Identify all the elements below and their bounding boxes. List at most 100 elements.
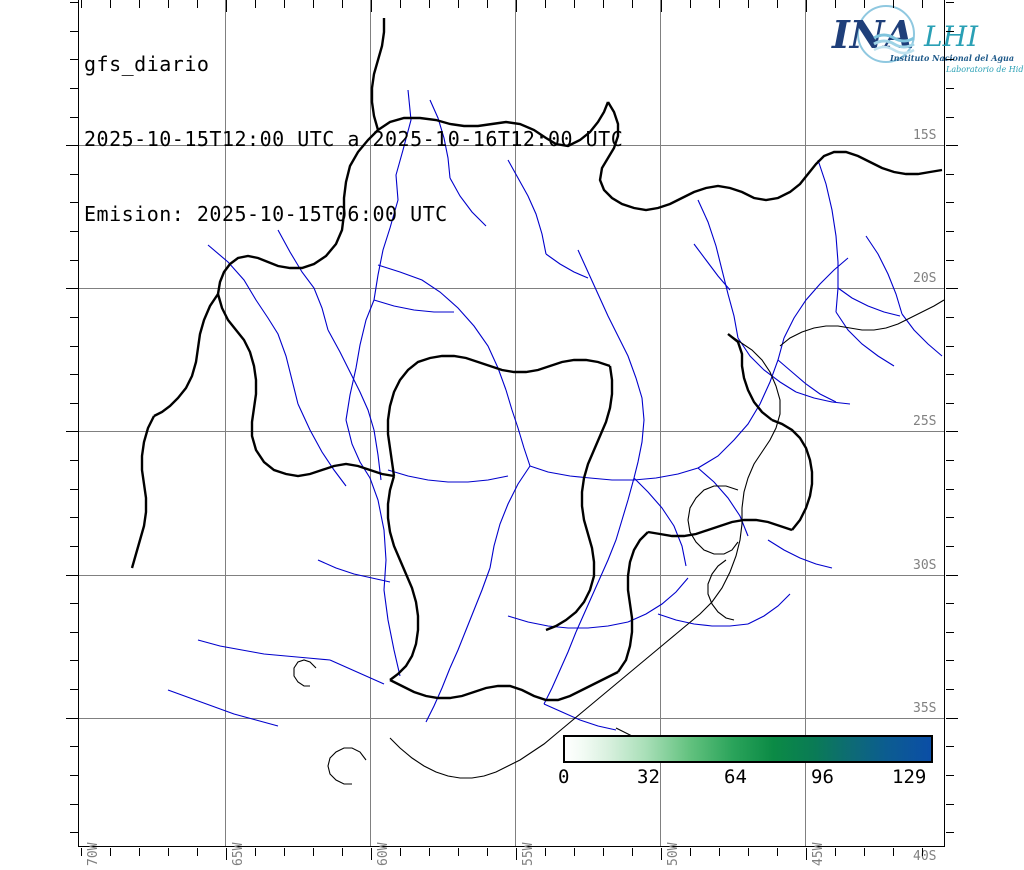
lon-tick [313, 848, 314, 856]
logo-subtitle-ina: Instituto Nacional del Agua [889, 53, 1014, 63]
lat-tick [66, 288, 78, 289]
lat-tick-right [946, 231, 954, 232]
lat-tick-right [946, 59, 954, 60]
lon-label-70W: 70W [86, 842, 101, 866]
lon-tick [139, 848, 140, 856]
lat-label-30S: 30S [913, 558, 937, 573]
lat-tick-right [946, 374, 954, 375]
gridline-lat-20S [78, 288, 945, 289]
lon-tick-top [835, 0, 836, 8]
lon-tick-top [893, 0, 894, 8]
lon-tick [400, 848, 401, 856]
lon-label-60W: 60W [376, 842, 391, 866]
lon-label-55W: 55W [521, 842, 536, 866]
lat-tick [70, 317, 78, 318]
lat-tick [66, 145, 78, 146]
coastline [293, 299, 945, 785]
lat-tick-right [946, 746, 954, 747]
lon-tick [545, 848, 546, 856]
colorbar-tick-64: 64 [724, 766, 747, 788]
lon-label-45W: 45W [811, 842, 826, 866]
lat-tick-right [946, 117, 954, 118]
lat-tick [70, 202, 78, 203]
lon-tick-top [777, 0, 778, 8]
lon-tick [458, 848, 459, 856]
river-network [167, 89, 943, 731]
lat-tick-right [946, 546, 954, 547]
lon-tick-top [197, 0, 198, 8]
lat-tick [70, 260, 78, 261]
lon-tick [516, 848, 517, 860]
title-line-period: 2025-10-15T12:00 UTC a 2025-10-16T12:00 … [84, 127, 624, 151]
lat-tick-right [946, 31, 954, 32]
lat-tick [70, 804, 78, 805]
lat-tick-right [946, 689, 954, 690]
lat-tick-right [946, 632, 954, 633]
logo-lhi-text: LHI [923, 20, 979, 53]
lon-tick-top [487, 0, 488, 8]
lon-tick-top [516, 0, 517, 12]
lon-tick-top [342, 0, 343, 8]
lon-tick [371, 848, 372, 860]
lon-tick-top [922, 0, 923, 8]
map-title-block: gfs_diario 2025-10-15T12:00 UTC a 2025-1… [84, 2, 623, 277]
lon-tick-top [139, 0, 140, 8]
precipitation-raster [78, 0, 945, 847]
lon-tick [284, 848, 285, 856]
lat-tick [70, 832, 78, 833]
lon-tick-top [429, 0, 430, 8]
lon-tick-top [574, 0, 575, 8]
lon-tick [777, 848, 778, 856]
lat-tick [66, 431, 78, 432]
lat-tick [70, 546, 78, 547]
lat-tick-right [946, 660, 954, 661]
gridline-lat-35S [78, 718, 945, 719]
title-line-model: gfs_diario [84, 52, 210, 76]
lon-tick-top [632, 0, 633, 8]
lat-tick [70, 517, 78, 518]
colorbar-tick-96: 96 [811, 766, 834, 788]
lon-tick [632, 848, 633, 856]
lat-tick [70, 374, 78, 375]
lat-tick-right [946, 431, 958, 432]
lat-tick-right [946, 88, 954, 89]
lat-tick-right [946, 317, 954, 318]
lon-tick [690, 848, 691, 856]
ina-lhi-logo: INA LHI Instituto Nacional del Agua Labo… [828, 4, 1024, 76]
gridline-lat-25S [78, 431, 945, 432]
lon-tick [922, 848, 923, 856]
lat-tick [66, 575, 78, 576]
lon-tick [487, 848, 488, 856]
lat-tick [70, 460, 78, 461]
colorbar-tick-0: 0 [558, 766, 570, 788]
lon-tick-top [719, 0, 720, 8]
gridline-lon-50W [660, 0, 661, 847]
lon-tick [864, 848, 865, 856]
colorbar-tick-129: 129 [892, 766, 927, 788]
lat-label-15S: 15S [913, 128, 937, 143]
lat-tick [70, 231, 78, 232]
lon-tick [719, 848, 720, 856]
lat-tick-right [946, 202, 954, 203]
lon-tick [893, 848, 894, 856]
lat-tick-right [946, 145, 958, 146]
colorbar-tick-32: 32 [637, 766, 660, 788]
lon-tick [661, 848, 662, 860]
lon-label-65W: 65W [231, 842, 246, 866]
precipitation-map-plot [78, 0, 945, 847]
lat-tick-right [946, 804, 954, 805]
lon-tick-top [748, 0, 749, 8]
lat-label-20S: 20S [913, 271, 937, 286]
lon-tick [603, 848, 604, 856]
gridline-lat-15S [78, 145, 945, 146]
lat-tick-right [946, 460, 954, 461]
lat-tick-right [946, 260, 954, 261]
lat-tick [70, 775, 78, 776]
lon-tick [429, 848, 430, 856]
lat-tick [66, 718, 78, 719]
lat-tick [70, 31, 78, 32]
logo-subtitle-lhi: Laboratorio de Hidrologia [945, 65, 1024, 74]
lat-tick-right [946, 288, 958, 289]
lon-tick [110, 848, 111, 856]
